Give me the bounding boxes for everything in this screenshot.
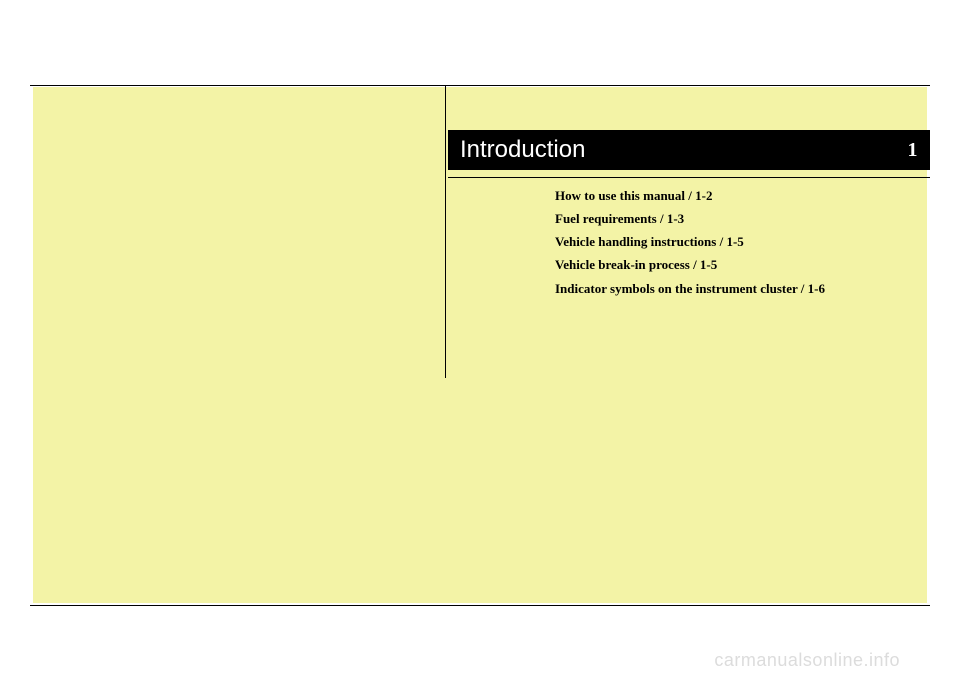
- toc-item: How to use this manual / 1-2: [555, 186, 925, 206]
- toc-item: Vehicle handling instructions / 1-5: [555, 232, 925, 252]
- chapter-title: Introduction: [448, 136, 585, 164]
- table-of-contents: How to use this manual / 1-2 Fuel requir…: [555, 186, 925, 302]
- chapter-title-bar: Introduction: [448, 130, 930, 170]
- chapter-number-box: 1: [895, 130, 930, 170]
- watermark-text: carmanualsonline.info: [714, 650, 900, 671]
- toc-item: Indicator symbols on the instrument clus…: [555, 279, 925, 299]
- chapter-number: 1: [908, 139, 918, 162]
- top-rule: [30, 85, 930, 86]
- vertical-divider: [445, 85, 446, 378]
- toc-item: Vehicle break-in process / 1-5: [555, 255, 925, 275]
- toc-item: Fuel requirements / 1-3: [555, 209, 925, 229]
- bottom-rule: [30, 605, 930, 606]
- toc-rule: [448, 177, 930, 178]
